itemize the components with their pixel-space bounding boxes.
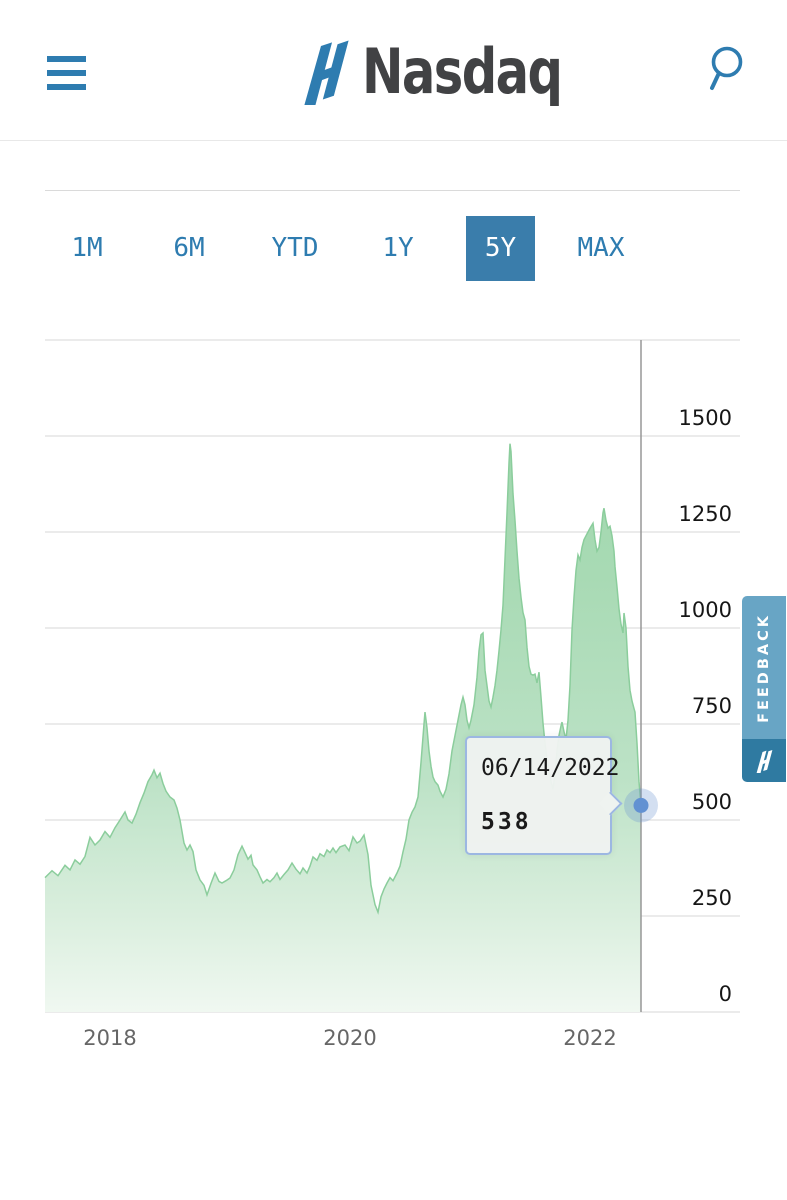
y-axis-label-0: 0 [718,982,732,1006]
y-axis-label-1250: 1250 [678,502,732,526]
y-axis-label-500: 500 [691,790,732,814]
chart-tooltip: 06/14/2022 538 [465,736,623,855]
header: Nasdaq [0,0,787,141]
tab-1y[interactable]: 1Y [382,233,414,263]
nasdaq-logo[interactable]: Nasdaq [300,36,611,108]
tab-max[interactable]: MAX [577,233,625,263]
hamburger-icon[interactable] [47,56,87,90]
data-point-marker [633,797,649,813]
x-axis-label-2020: 2020 [323,1026,377,1050]
tooltip-value: 538 [481,809,532,835]
y-axis-label-1000: 1000 [678,598,732,622]
feedback-label: FEEDBACK [756,612,772,723]
feedback-button[interactable]: FEEDBACK [742,596,786,782]
nasdaq-ribbon-icon [300,35,353,109]
y-axis-label-250: 250 [691,886,732,910]
y-axis-label-1500: 1500 [678,406,732,430]
tab-5y-active[interactable]: 5Y [466,216,535,281]
logo-title: Nasdaq [362,35,563,108]
y-axis-label-750: 750 [691,694,732,718]
x-axis-label-2022: 2022 [563,1026,617,1050]
tab-ytd[interactable]: YTD [271,233,319,263]
search-icon[interactable] [700,46,746,98]
feedback-nasdaq-icon [742,739,786,782]
x-axis-label-2018: 2018 [83,1026,137,1050]
tooltip-date: 06/14/2022 [481,755,620,781]
tab-6m[interactable]: 6M [173,233,205,263]
tabbar-divider [45,190,740,191]
area-series-line [44,443,642,915]
area-series-fill [45,443,641,1012]
tab-1m[interactable]: 1M [71,233,103,263]
